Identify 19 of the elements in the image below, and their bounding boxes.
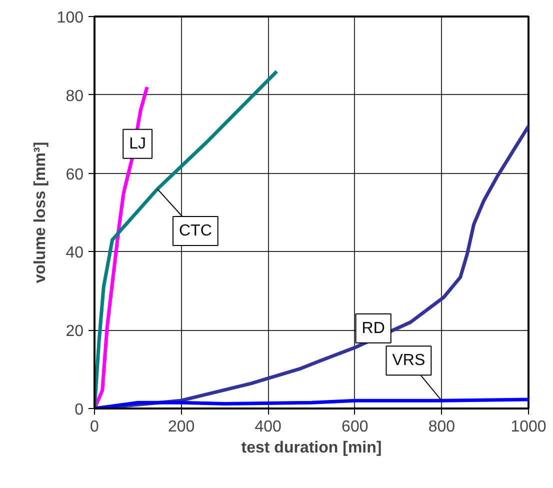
- y-tick-label: 0: [74, 402, 84, 418]
- x-tick-label: 400: [254, 418, 282, 436]
- x-axis-title: test duration [min]: [241, 440, 382, 456]
- text: CTC: [178, 222, 212, 240]
- series-label: VRS: [392, 352, 426, 370]
- x-tick-label: 200: [168, 418, 195, 436]
- y-tick-label: 40: [66, 244, 84, 262]
- x-tick-label: 800: [428, 418, 456, 436]
- y-tick-label: 80: [66, 88, 84, 105]
- series-label: LJ: [129, 135, 146, 152]
- series-label: RD: [362, 320, 385, 337]
- x-tick-label: 600: [342, 418, 368, 436]
- x-tick-label: 1000: [510, 418, 546, 436]
- y-tick-label: 60: [66, 166, 84, 184]
- y-tick-label: 100: [56, 10, 84, 26]
- y-tick-label: 20: [66, 323, 84, 340]
- line-series: [94, 70, 279, 408]
- x-tick-label: 0: [90, 418, 100, 436]
- y-axis-title: volume loss [mm³]: [32, 142, 49, 284]
